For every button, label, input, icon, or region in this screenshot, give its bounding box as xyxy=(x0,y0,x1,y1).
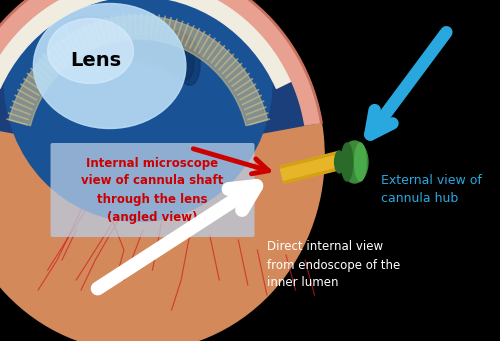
FancyBboxPatch shape xyxy=(50,143,255,237)
Ellipse shape xyxy=(86,16,122,57)
Ellipse shape xyxy=(114,18,146,63)
Text: External view of
cannula hub: External view of cannula hub xyxy=(382,175,482,206)
Ellipse shape xyxy=(176,35,200,85)
Text: Internal microscope
view of cannula shaft
through the lens
(angled view): Internal microscope view of cannula shaf… xyxy=(82,157,224,223)
Circle shape xyxy=(0,0,324,341)
Ellipse shape xyxy=(34,3,186,129)
Wedge shape xyxy=(0,0,292,88)
Ellipse shape xyxy=(99,16,132,60)
Ellipse shape xyxy=(76,16,112,56)
Ellipse shape xyxy=(342,141,368,183)
Wedge shape xyxy=(9,16,268,126)
Ellipse shape xyxy=(334,151,344,173)
Text: Lens: Lens xyxy=(70,51,121,71)
Ellipse shape xyxy=(145,23,173,71)
Ellipse shape xyxy=(158,27,184,75)
Circle shape xyxy=(4,0,272,221)
Text: Direct internal view
from endoscope of the
inner lumen: Direct internal view from endoscope of t… xyxy=(267,240,400,290)
Ellipse shape xyxy=(68,17,108,55)
Ellipse shape xyxy=(169,31,194,80)
Ellipse shape xyxy=(130,20,160,66)
Ellipse shape xyxy=(342,143,352,181)
Polygon shape xyxy=(0,0,322,125)
Ellipse shape xyxy=(48,18,134,84)
Ellipse shape xyxy=(354,143,366,181)
Wedge shape xyxy=(0,0,316,156)
